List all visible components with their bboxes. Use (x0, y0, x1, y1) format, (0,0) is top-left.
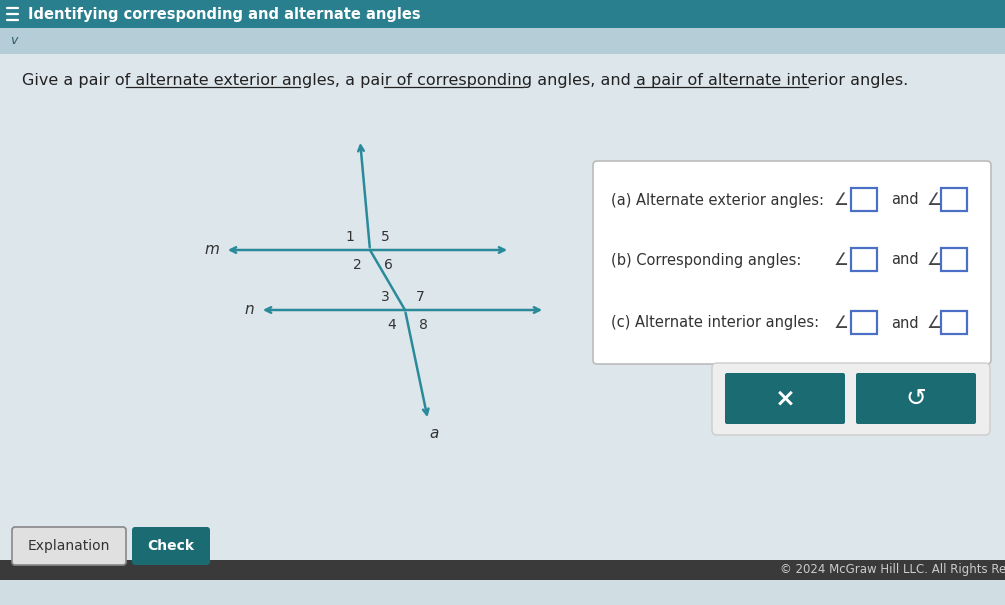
Text: ∠: ∠ (927, 251, 942, 269)
Text: ↺: ↺ (906, 387, 927, 411)
Text: 6: 6 (384, 258, 392, 272)
Text: ∠: ∠ (927, 314, 942, 332)
Text: (c) Alternate interior angles:: (c) Alternate interior angles: (611, 315, 819, 330)
Text: Identifying corresponding and alternate angles: Identifying corresponding and alternate … (28, 7, 421, 22)
Text: ∠: ∠ (834, 191, 849, 209)
Text: Give a pair of alternate exterior angles, a pair of corresponding angles, and a : Give a pair of alternate exterior angles… (22, 73, 909, 88)
FancyBboxPatch shape (941, 188, 967, 211)
FancyBboxPatch shape (0, 54, 1005, 560)
Text: and: and (891, 192, 919, 208)
FancyBboxPatch shape (851, 311, 877, 334)
Text: Check: Check (148, 539, 195, 553)
Text: ∠: ∠ (834, 251, 849, 269)
FancyBboxPatch shape (0, 0, 1005, 28)
FancyBboxPatch shape (851, 248, 877, 271)
Text: v: v (10, 34, 18, 48)
FancyBboxPatch shape (132, 527, 210, 565)
Text: 4: 4 (388, 318, 396, 332)
Text: 8: 8 (418, 318, 427, 332)
Text: and: and (891, 252, 919, 267)
Text: n: n (244, 302, 254, 318)
FancyBboxPatch shape (856, 373, 976, 424)
Text: (b) Corresponding angles:: (b) Corresponding angles: (611, 252, 801, 267)
Text: 3: 3 (381, 290, 389, 304)
FancyBboxPatch shape (0, 560, 1005, 580)
Text: 1: 1 (346, 230, 355, 244)
Text: (a) Alternate exterior angles:: (a) Alternate exterior angles: (611, 192, 824, 208)
FancyBboxPatch shape (725, 373, 845, 424)
Text: © 2024 McGraw Hill LLC. All Rights Reserved.: © 2024 McGraw Hill LLC. All Rights Reser… (780, 563, 1005, 577)
Text: 7: 7 (416, 290, 424, 304)
Text: 5: 5 (381, 230, 389, 244)
Text: and: and (891, 315, 919, 330)
FancyBboxPatch shape (941, 248, 967, 271)
FancyBboxPatch shape (593, 161, 991, 364)
FancyBboxPatch shape (941, 311, 967, 334)
Text: m: m (204, 243, 219, 258)
FancyBboxPatch shape (0, 28, 1005, 54)
Text: a: a (429, 427, 439, 442)
Text: ×: × (775, 387, 796, 411)
Text: 2: 2 (353, 258, 362, 272)
Text: Explanation: Explanation (28, 539, 111, 553)
FancyBboxPatch shape (712, 363, 990, 435)
FancyBboxPatch shape (12, 527, 126, 565)
FancyBboxPatch shape (851, 188, 877, 211)
Text: ∠: ∠ (834, 314, 849, 332)
Text: ∠: ∠ (927, 191, 942, 209)
